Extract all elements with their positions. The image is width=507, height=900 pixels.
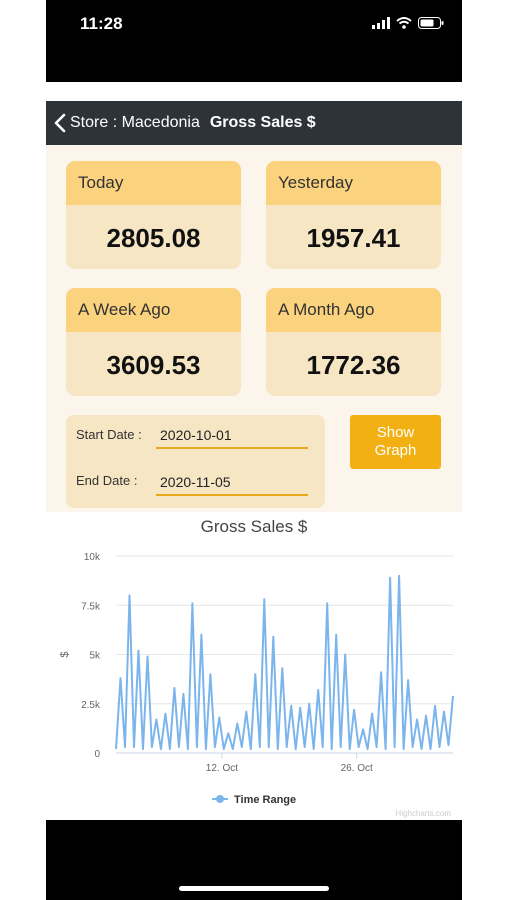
wifi-icon xyxy=(396,17,412,29)
card-week-ago: A Week Ago 3609.53 xyxy=(66,288,241,396)
x-tick-label: 26. Oct xyxy=(341,763,373,774)
back-button[interactable]: Store : Macedonia xyxy=(54,113,200,133)
line-chart: Gross Sales $ 0 2.5k 5k 7.5k 10k $12. Oct 26. O… xyxy=(59,517,454,818)
y-tick-label: 7.5k xyxy=(81,601,101,612)
card-value: 3609.53 xyxy=(106,350,201,380)
y-tick-label: 5k xyxy=(89,651,101,662)
chart-title: Gross Sales $ xyxy=(201,517,308,536)
summary-panel: Today 2805.08 Yesterday 1957.41 A Week A… xyxy=(46,145,462,512)
end-date-field[interactable] xyxy=(156,470,308,496)
y-axis-label: $ xyxy=(59,651,71,657)
show-graph-label: Show Graph xyxy=(374,424,417,459)
chart-area: Gross Sales $ 0 2.5k 5k 7.5k 10k $12. Oct 26. O… xyxy=(46,514,462,820)
series-line xyxy=(115,574,454,751)
chevron-left-icon xyxy=(54,113,66,133)
card-today: Today 2805.08 xyxy=(66,161,241,269)
end-date-label: End Date : xyxy=(76,473,138,488)
status-icons xyxy=(372,17,444,29)
phone-frame: 11:28 Store : Macedonia Gross Sales $ xyxy=(46,0,462,900)
legend-label: Time Range xyxy=(234,794,296,806)
card-yesterday: Yesterday 1957.41 xyxy=(266,161,441,269)
card-label: Today xyxy=(66,161,241,205)
card-value: 1772.36 xyxy=(306,350,401,380)
app-screen: Store : Macedonia Gross Sales $ Today 28… xyxy=(46,82,462,820)
status-bar: 11:28 xyxy=(46,0,462,82)
card-label: A Month Ago xyxy=(266,288,441,332)
battery-icon xyxy=(418,17,444,29)
card-label: Yesterday xyxy=(266,161,441,205)
legend-symbol-marker xyxy=(216,795,224,803)
top-navbar: Store : Macedonia Gross Sales $ xyxy=(46,101,462,145)
start-date-label: Start Date : xyxy=(76,427,142,442)
page-title: Gross Sales $ xyxy=(209,114,316,131)
card-label: A Week Ago xyxy=(66,288,241,332)
start-date-field[interactable] xyxy=(156,423,308,449)
show-graph-button[interactable]: Show Graph xyxy=(350,415,441,469)
chart-credit: Highcharts.com xyxy=(395,809,451,818)
home-indicator[interactable] xyxy=(179,886,329,891)
y-tick-label: 0 xyxy=(94,749,100,760)
card-value: 1957.41 xyxy=(306,223,401,253)
y-tick-label: 2.5k xyxy=(81,700,101,711)
date-range-box: Start Date : End Date : xyxy=(66,415,325,508)
store-name: Store : Macedonia xyxy=(70,114,200,131)
card-month-ago: A Month Ago 1772.36 xyxy=(266,288,441,396)
y-tick-label: 10k xyxy=(84,552,101,563)
x-tick-label: 12. Oct xyxy=(206,763,238,774)
status-time: 11:28 xyxy=(80,14,123,33)
signal-icon xyxy=(372,17,390,29)
card-value: 2805.08 xyxy=(106,223,201,253)
